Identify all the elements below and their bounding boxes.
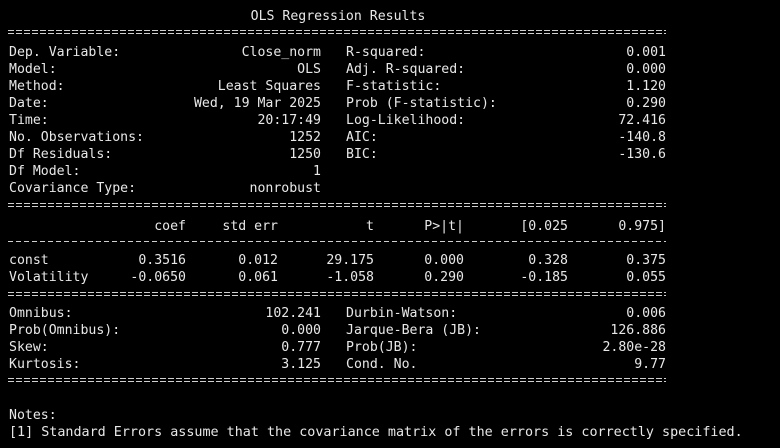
diagnostic-label: Prob(Omnibus): xyxy=(9,323,121,338)
coef-row-name: const xyxy=(9,253,49,268)
summary-value: -140.8 xyxy=(618,130,666,145)
coef-cell: -1.058 xyxy=(326,270,374,285)
summary-value: Least Squares xyxy=(217,79,321,94)
coef-cell: 0.000 xyxy=(424,253,464,268)
summary-value: 0.290 xyxy=(626,96,666,111)
diagnostic-value: 3.125 xyxy=(281,357,321,372)
coef-header: coef xyxy=(154,219,186,234)
coef-header: 0.975] xyxy=(618,219,666,234)
summary-value: 1250 xyxy=(289,147,321,162)
coef-cell: 0.290 xyxy=(424,270,464,285)
summary-label: Adj. R-squared: xyxy=(346,62,466,77)
notes-line: [1] Standard Errors assume that the cova… xyxy=(9,425,743,440)
diagnostic-label: Skew: xyxy=(9,340,49,355)
summary-label: F-statistic: xyxy=(346,79,442,94)
diagnostic-value: 2.80e-28 xyxy=(602,340,666,355)
summary-value: nonrobust xyxy=(249,181,321,196)
diagnostic-label: Durbin-Watson: xyxy=(346,306,458,321)
coef-header: [0.025 xyxy=(520,219,568,234)
summary-value: 1.120 xyxy=(626,79,666,94)
summary-label: Prob (F-statistic): xyxy=(346,96,497,111)
coef-cell: 0.375 xyxy=(626,253,666,268)
double-rule xyxy=(8,30,666,35)
coef-cell: 0.012 xyxy=(238,253,278,268)
diagnostic-label: Kurtosis: xyxy=(9,357,81,372)
summary-label: No. Observations: xyxy=(9,130,144,145)
dash-rule xyxy=(8,241,666,242)
summary-value: 72.416 xyxy=(618,113,666,128)
diagnostic-label: Omnibus: xyxy=(9,306,73,321)
summary-value: OLS xyxy=(297,62,321,77)
diagnostic-value: 0.006 xyxy=(626,306,666,321)
summary-label: Method: xyxy=(9,79,65,94)
double-rule xyxy=(8,203,666,208)
summary-value: 0.001 xyxy=(626,45,666,60)
coef-row-name: Volatility xyxy=(9,270,89,285)
diagnostic-value: 126.886 xyxy=(610,323,666,338)
coef-cell: -0.0650 xyxy=(130,270,186,285)
coef-cell: 0.061 xyxy=(238,270,278,285)
diagnostic-label: Prob(JB): xyxy=(346,340,418,355)
summary-value: Close_norm xyxy=(241,45,321,60)
summary-label: Df Residuals: xyxy=(9,147,113,162)
double-rule xyxy=(8,378,666,383)
diagnostic-value: 102.241 xyxy=(265,306,321,321)
coef-cell: -0.185 xyxy=(520,270,568,285)
notes-heading: Notes: xyxy=(9,408,57,423)
summary-label: Time: xyxy=(9,113,49,128)
coef-cell: 29.175 xyxy=(326,253,374,268)
coef-cell: 0.3516 xyxy=(138,253,186,268)
summary-value: 1252 xyxy=(289,130,321,145)
summary-label: Model: xyxy=(9,62,57,77)
summary-label: AIC: xyxy=(346,130,378,145)
coef-header: P>|t| xyxy=(424,219,464,234)
coef-cell: 0.055 xyxy=(626,270,666,285)
diagnostic-value: 0.777 xyxy=(281,340,321,355)
summary-value: Wed, 19 Mar 2025 xyxy=(193,96,321,111)
summary-label: Dep. Variable: xyxy=(9,45,121,60)
summary-label: Df Model: xyxy=(9,164,81,179)
diagnostic-value: 0.000 xyxy=(281,323,321,338)
summary-value: 20:17:49 xyxy=(257,113,321,128)
summary-value: -130.6 xyxy=(618,147,666,162)
summary-value: 1 xyxy=(313,164,321,179)
summary-label: Log-Likelihood: xyxy=(346,113,466,128)
summary-label: R-squared: xyxy=(346,45,426,60)
diagnostic-label: Cond. No. xyxy=(346,357,418,372)
coef-header: t xyxy=(366,219,374,234)
coef-cell: 0.328 xyxy=(528,253,568,268)
summary-value: 0.000 xyxy=(626,62,666,77)
summary-label: Date: xyxy=(9,96,49,111)
diagnostic-value: 9.77 xyxy=(634,357,666,372)
results-title: OLS Regression Results xyxy=(250,9,426,24)
double-rule xyxy=(8,292,666,297)
coef-header: std err xyxy=(222,219,278,234)
diagnostic-label: Jarque-Bera (JB): xyxy=(346,323,481,338)
summary-label: BIC: xyxy=(346,147,378,162)
summary-label: Covariance Type: xyxy=(9,181,137,196)
